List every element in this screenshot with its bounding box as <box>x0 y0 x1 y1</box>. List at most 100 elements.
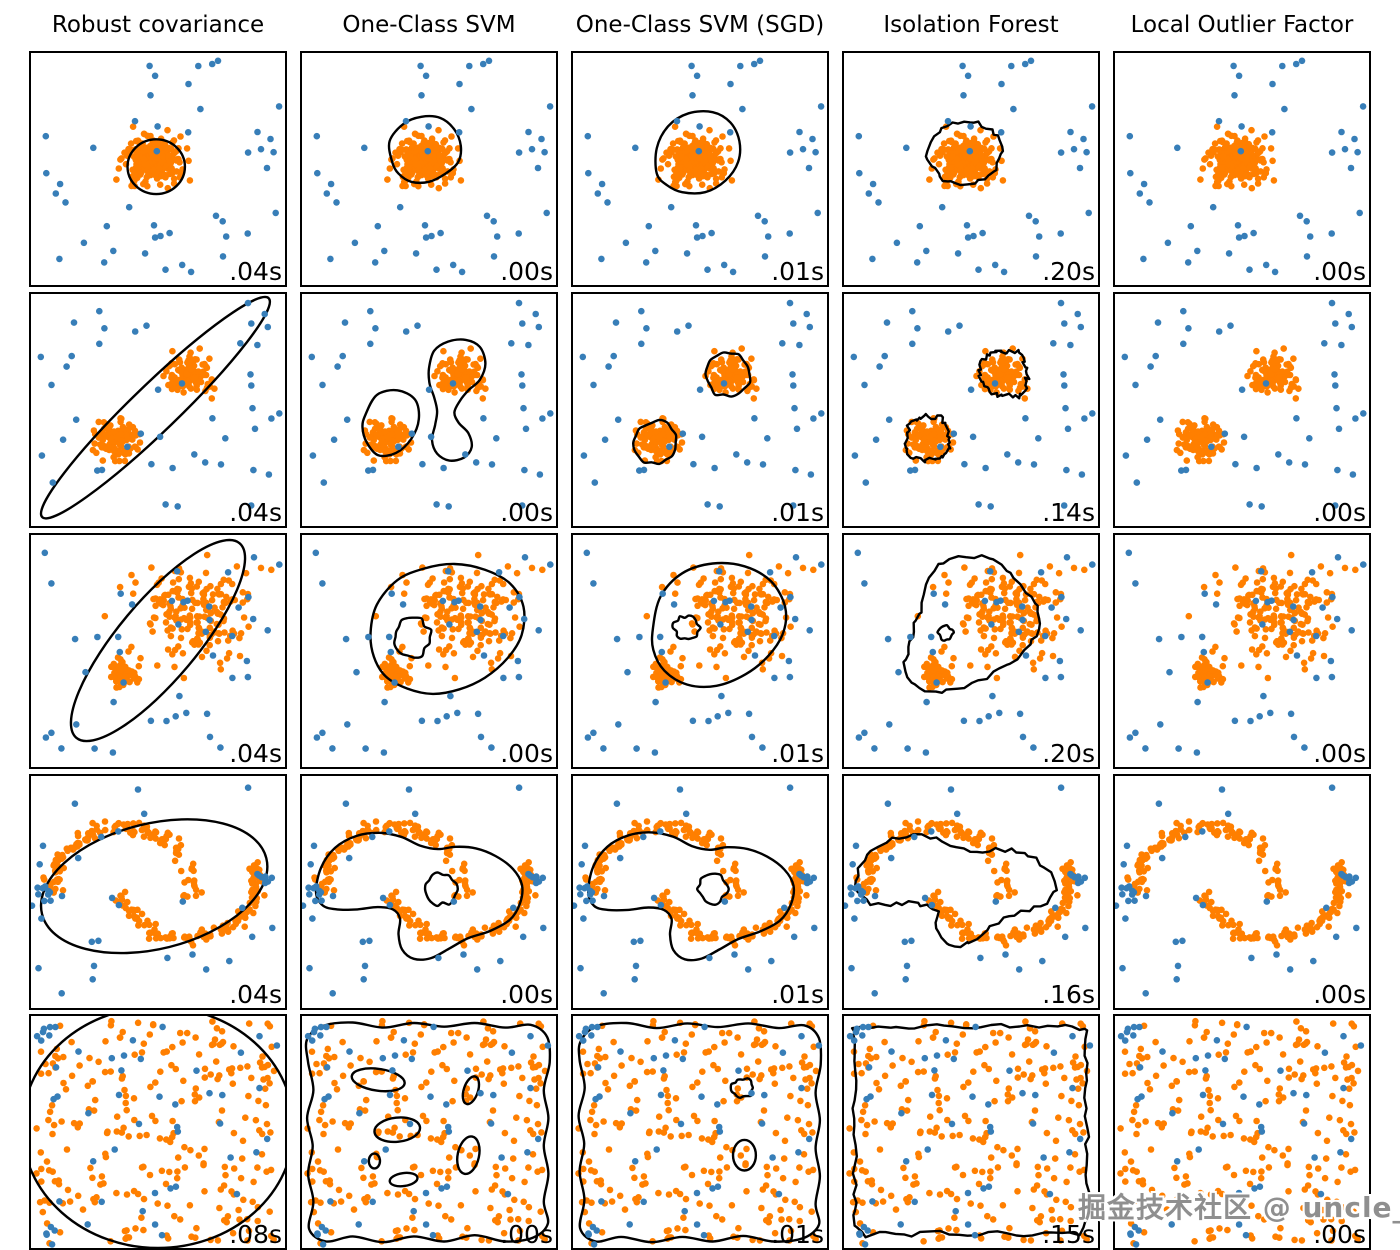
outlier-points <box>844 784 1089 997</box>
panel-r1c1: .00s <box>300 292 558 528</box>
timing-label: .00s <box>500 256 553 286</box>
outlier-points <box>854 549 1096 756</box>
scatter-plot-r4c4 <box>1117 1017 1365 1248</box>
outlier-points <box>1115 784 1360 997</box>
timing-label: .14s <box>1042 497 1095 527</box>
outlier-points <box>846 1023 1094 1248</box>
inlier-points <box>631 345 760 465</box>
timing-label: .00s <box>1313 1219 1366 1249</box>
inlier-points <box>33 1017 278 1247</box>
outlier-points <box>850 299 1096 510</box>
timing-label: .00s <box>1313 979 1366 1009</box>
column-title-robust-covariance: Robust covariance <box>51 12 265 38</box>
panel-r0c1: .00s <box>300 51 558 287</box>
inlier-points <box>1173 345 1302 465</box>
panel-r4c2: .01s <box>571 1014 829 1250</box>
timing-label: .04s <box>229 256 282 286</box>
panel-r2c1: .00s <box>300 533 558 769</box>
decision-boundary <box>39 818 269 955</box>
outlier-points <box>42 57 283 276</box>
scatter-plot-r4c3 <box>846 1017 1094 1248</box>
decision-boundary <box>650 561 788 689</box>
panel-r0c4: .00s <box>1113 51 1371 287</box>
panel-r0c3: .20s <box>842 51 1100 287</box>
decision-boundary <box>654 110 742 195</box>
scatter-plot-r3c4 <box>1115 784 1360 997</box>
timing-label: .00s <box>500 1219 553 1249</box>
decision-boundary <box>387 114 463 184</box>
timing-label: .15s <box>1042 1219 1095 1249</box>
outlier-points <box>1125 549 1367 756</box>
outlier-points <box>33 1023 281 1248</box>
panel-r3c4: .00s <box>1113 774 1371 1010</box>
scatter-plot-r1c2 <box>579 299 825 510</box>
column-title-local-outlier-factor: Local Outlier Factor <box>1130 12 1354 38</box>
timing-label: .16s <box>1042 979 1095 1009</box>
inlier-points <box>89 345 218 465</box>
scatter-plot-r2c0 <box>41 538 283 756</box>
panel-r2c2: .01s <box>571 533 829 769</box>
scatter-plot-r1c0 <box>37 295 283 520</box>
outlier-points <box>583 549 825 756</box>
inlier-points <box>40 818 268 949</box>
outlier-points <box>855 57 1096 276</box>
inlier-points <box>1185 551 1359 691</box>
inlier-points <box>853 818 1081 949</box>
timing-label: .01s <box>771 979 824 1009</box>
decision-boundary <box>39 295 272 520</box>
timing-label: .20s <box>1042 256 1095 286</box>
panel-r3c0: .04s <box>29 774 287 1010</box>
outlier-points <box>1126 57 1367 276</box>
outlier-points <box>31 784 276 997</box>
inlier-points <box>101 551 275 691</box>
timing-label: .00s <box>1313 497 1366 527</box>
timing-label: .08s <box>229 1219 282 1249</box>
outlier-points <box>302 784 547 997</box>
outlier-points <box>584 57 825 276</box>
timing-label: .01s <box>771 738 824 768</box>
timing-label: .00s <box>500 738 553 768</box>
timing-label: .01s <box>771 1219 824 1249</box>
inlier-points <box>902 345 1031 465</box>
panel-r4c0: .08s <box>29 1014 287 1250</box>
scatter-plot-r1c3 <box>850 299 1096 510</box>
panel-r1c3: .14s <box>842 292 1100 528</box>
panel-r1c0: .04s <box>29 292 287 528</box>
timing-label: .00s <box>500 979 553 1009</box>
scatter-plot-r2c4 <box>1125 549 1367 756</box>
decision-boundary <box>361 338 487 462</box>
scatter-plot-r2c2 <box>583 549 825 756</box>
scatter-plot-r3c0 <box>31 784 276 997</box>
scatter-plot-r4c1 <box>304 1017 552 1248</box>
timing-label: .00s <box>500 497 553 527</box>
decision-boundary <box>850 1022 1091 1239</box>
outlier-points <box>313 57 554 276</box>
outlier-points <box>1121 299 1367 510</box>
panel-r0c0: .04s <box>29 51 287 287</box>
scatter-plot-r4c0 <box>31 1016 285 1248</box>
inlier-points <box>1197 123 1278 192</box>
timing-label: .00s <box>1313 256 1366 286</box>
timing-label: .04s <box>229 738 282 768</box>
decision-boundary <box>924 120 1005 187</box>
inlier-points <box>384 123 465 192</box>
panel-r3c2: .01s <box>571 774 829 1010</box>
scatter-plot-r1c4 <box>1121 299 1367 510</box>
outlier-points <box>573 784 818 997</box>
scatter-plot-r2c3 <box>854 549 1096 756</box>
inlier-points <box>1124 818 1352 949</box>
panel-r4c4: .00s <box>1113 1014 1371 1250</box>
decision-boundary <box>369 562 526 696</box>
outlier-points <box>41 549 283 756</box>
inlier-points <box>926 123 1007 192</box>
outlier-points <box>575 1023 823 1248</box>
timing-label: .20s <box>1042 738 1095 768</box>
outlier-points <box>304 1023 552 1248</box>
timing-label: .04s <box>229 979 282 1009</box>
column-title-one-class-svm: One-Class SVM <box>342 12 516 38</box>
inlier-points <box>655 123 736 192</box>
panel-r2c3: .20s <box>842 533 1100 769</box>
decision-boundary <box>126 138 187 196</box>
inlier-points <box>914 551 1088 691</box>
panel-r1c4: .00s <box>1113 292 1371 528</box>
